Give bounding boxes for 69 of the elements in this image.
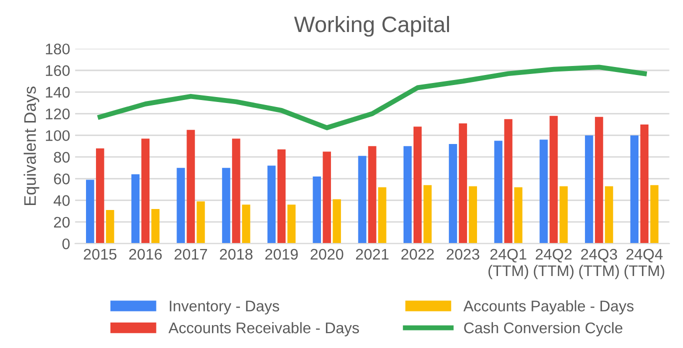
bar <box>96 148 104 244</box>
x-tick-label: 2017 <box>174 248 208 260</box>
y-tick-label: 140 <box>46 86 70 98</box>
y-tick-label: 180 <box>46 44 70 54</box>
x-tick-label: 2023 <box>446 248 480 260</box>
y-tick-label: 0 <box>62 238 70 250</box>
legend-label: Accounts Receivable - Days <box>168 322 359 336</box>
bar <box>640 124 648 244</box>
legend-label: Inventory - Days <box>170 300 280 314</box>
legend-label: Cash Conversion Cycle <box>464 322 622 336</box>
y-tick-label: 40 <box>54 195 70 206</box>
x-tick-label: 2015 <box>84 248 116 260</box>
bar <box>86 180 94 244</box>
bar <box>368 146 376 244</box>
bar <box>176 168 185 244</box>
x-tick-label: 24Q1 (TTM) <box>488 248 528 280</box>
bar <box>287 204 296 244</box>
x-tick-label: 2021 <box>356 248 388 260</box>
x-tick-label: 2018 <box>220 248 252 260</box>
bar <box>468 186 478 244</box>
bar <box>267 166 276 244</box>
bar <box>332 199 341 244</box>
chart-title: Working Capital <box>294 16 449 37</box>
x-tick-label: 24Q3 (TTM) <box>579 248 619 280</box>
bar <box>151 208 160 244</box>
bar <box>196 201 205 244</box>
bar <box>540 140 548 244</box>
bar <box>594 116 604 244</box>
bar <box>423 185 432 244</box>
legend-label: Accounts Payable - Days <box>463 300 634 314</box>
bar <box>560 186 568 244</box>
y-tick-label: 120 <box>46 108 70 120</box>
y-tick-label: 60 <box>54 174 70 184</box>
y-axis-title: Equivalent Days <box>24 86 40 206</box>
bar <box>277 149 286 244</box>
x-tick-label: 2016 <box>129 248 162 260</box>
bar <box>514 187 522 244</box>
bar <box>494 140 502 244</box>
bar <box>414 126 422 244</box>
bar <box>378 187 386 244</box>
bar <box>186 130 195 244</box>
bar <box>584 135 594 244</box>
bar <box>650 185 658 244</box>
bar <box>630 135 639 244</box>
bar <box>232 138 240 244</box>
bar <box>358 156 366 244</box>
bar <box>550 116 558 244</box>
x-tick-label: 24Q4 (TTM) <box>624 248 664 280</box>
line-series <box>98 64 647 130</box>
y-tick-label: 100 <box>46 130 70 142</box>
bar <box>458 123 468 244</box>
bar <box>222 168 230 244</box>
y-tick-label: 20 <box>54 216 70 228</box>
y-tick-label: 160 <box>46 65 70 76</box>
x-tick-label: 24Q2 (TTM) <box>534 248 574 280</box>
bar <box>312 176 321 244</box>
y-tick-label: 80 <box>54 152 70 163</box>
bar <box>404 146 412 244</box>
bar <box>131 174 140 244</box>
bar <box>141 138 150 244</box>
bar <box>504 119 512 244</box>
bar <box>604 186 614 244</box>
x-tick-label: 2022 <box>401 248 434 260</box>
x-tick-label: 2020 <box>310 248 344 260</box>
x-tick-label: 2019 <box>265 248 298 260</box>
bar <box>322 152 331 244</box>
bar <box>242 204 250 244</box>
bar <box>448 144 458 244</box>
bar <box>106 210 114 244</box>
